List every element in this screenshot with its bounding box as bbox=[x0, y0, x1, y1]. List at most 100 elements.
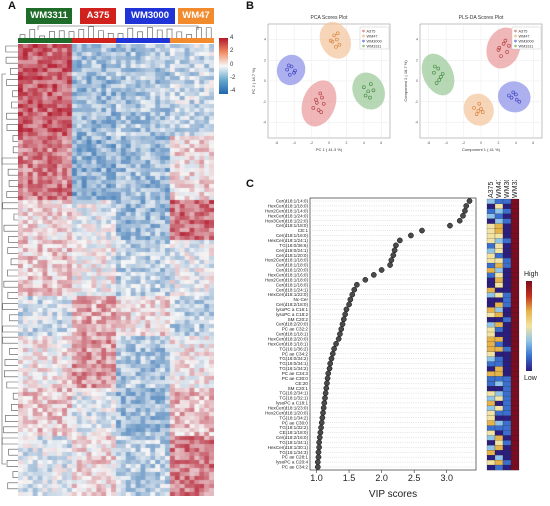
vip-heat-cell bbox=[494, 381, 504, 387]
vip-x-tick-label: 3.0 bbox=[440, 473, 453, 483]
vip-heat-cell bbox=[510, 326, 520, 333]
dendrogram-branch bbox=[147, 27, 153, 40]
vip-heat-cell bbox=[502, 410, 512, 417]
vip-point bbox=[331, 345, 337, 352]
group-bar-cell bbox=[47, 38, 53, 43]
vip-heat-cell bbox=[494, 307, 504, 313]
vip-point bbox=[447, 222, 453, 229]
vip-feature-label: TG(16:1/36:2) bbox=[279, 346, 308, 351]
vip-heat-cell bbox=[510, 233, 520, 239]
x-tick-label: -6 bbox=[275, 141, 278, 145]
vip-heat-cell bbox=[502, 198, 512, 205]
vip-heat-cell bbox=[486, 376, 496, 382]
vip-heat-cell bbox=[494, 203, 504, 210]
vip-heat-cell bbox=[510, 455, 520, 461]
legend-box bbox=[511, 26, 542, 50]
x-tick-label: 4 bbox=[515, 141, 517, 145]
vip-heat-cell bbox=[502, 455, 512, 461]
vip-feature-label: TG(16:1/34:3) bbox=[279, 450, 308, 455]
vip-heat-cell bbox=[494, 341, 504, 348]
vip-point bbox=[316, 439, 322, 446]
dendrogram-branch bbox=[78, 29, 85, 40]
data-point bbox=[315, 100, 319, 105]
legend-swatch bbox=[362, 29, 365, 33]
dendrogram-branch bbox=[10, 258, 18, 266]
dendrogram-branch bbox=[205, 27, 212, 40]
vip-heat-cell bbox=[510, 386, 520, 392]
vip-heat-cell bbox=[502, 282, 512, 288]
data-point bbox=[474, 112, 479, 116]
panel-a-label: A bbox=[8, 0, 16, 12]
y-tick-label: -2 bbox=[415, 100, 418, 104]
vip-point bbox=[324, 380, 330, 387]
vip-feature-label: TG(16:0/34:1) bbox=[279, 361, 308, 366]
vip-heat-cell bbox=[486, 258, 496, 264]
cluster-ellipse bbox=[301, 80, 337, 127]
legend-label: WM3311 bbox=[519, 44, 534, 48]
vip-heat-cell bbox=[494, 445, 504, 451]
vip-heat-cell bbox=[510, 292, 520, 298]
vip-feature-label: lysoPC a C18:2 bbox=[276, 312, 308, 317]
vip-heat-cell bbox=[494, 386, 504, 392]
vip-heat-cell bbox=[510, 445, 520, 451]
legend-swatch bbox=[514, 44, 517, 48]
vip-x-tick-label: 1.0 bbox=[310, 473, 323, 483]
dendrogram-branch bbox=[12, 135, 18, 142]
panel-b-label: B bbox=[246, 0, 254, 12]
y-tick-label: 2 bbox=[264, 58, 266, 62]
vip-heat-cell bbox=[486, 282, 496, 288]
vip-point bbox=[346, 301, 352, 308]
legend-swatch bbox=[362, 44, 365, 48]
group-bar-cell bbox=[42, 38, 48, 43]
vip-heat-cell bbox=[502, 450, 512, 456]
group-bar-cell bbox=[111, 38, 117, 43]
vip-feature-label: PC ae C34:2 bbox=[282, 465, 309, 470]
vip-feature-label: PC ae C30:0 bbox=[282, 376, 309, 381]
vip-heat-cell bbox=[502, 405, 512, 412]
data-point bbox=[501, 41, 506, 46]
vip-point bbox=[388, 257, 395, 263]
group-bar-cell bbox=[67, 38, 73, 43]
dendrogram-branch bbox=[7, 292, 18, 299]
vip-heat-cell bbox=[486, 410, 496, 417]
vip-heat-cell bbox=[494, 262, 504, 269]
vip-feature-label: lysoPC a C18:1 bbox=[276, 401, 308, 406]
dendrogram-branch bbox=[49, 31, 55, 40]
x-axis-label: Component 1 ( 41 %) bbox=[462, 147, 501, 152]
vip-feature-label: Cer(d18:1/18:0) bbox=[276, 223, 309, 228]
vip-heat-cell bbox=[494, 400, 504, 407]
dendrogram-branch bbox=[6, 112, 18, 120]
x-tick-label: 2 bbox=[497, 141, 499, 145]
vip-heat-cell bbox=[486, 405, 496, 412]
dendrogram-branch bbox=[11, 101, 18, 109]
vip-feature-label: TG(16:2/34:1) bbox=[279, 391, 308, 396]
vip-heat-cell bbox=[510, 262, 520, 269]
vip-heat-cell bbox=[510, 430, 520, 436]
data-point bbox=[334, 44, 338, 49]
vip-heat-cell bbox=[510, 425, 520, 431]
data-point bbox=[314, 97, 318, 102]
vip-heat-cell bbox=[510, 381, 520, 387]
vip-feature-label: Cer(d18:1/16:0) bbox=[276, 233, 309, 238]
vip-heat-cell bbox=[510, 312, 520, 318]
vip-heat-cell bbox=[502, 336, 512, 343]
vip-feature-label: HexCer(d18:1/24:1) bbox=[268, 238, 309, 243]
vip-point bbox=[343, 306, 350, 313]
legend-swatch bbox=[514, 34, 517, 38]
data-point bbox=[311, 106, 316, 110]
vip-feature-label: PC ae C28:1 bbox=[282, 455, 309, 460]
group-bar-cell bbox=[106, 38, 112, 43]
group-label-a375: A375 bbox=[80, 8, 116, 24]
vip-point bbox=[324, 375, 331, 382]
vip-point bbox=[315, 454, 322, 460]
vip-heat-cell bbox=[502, 233, 512, 239]
vip-heat-cell bbox=[486, 371, 496, 377]
vip-feature-label: PC ae C34:3 bbox=[282, 371, 309, 376]
vip-heat-cell bbox=[486, 248, 496, 254]
vip-heat-cell bbox=[502, 341, 512, 348]
vip-heat-cell bbox=[502, 253, 512, 259]
vip-point bbox=[327, 360, 334, 367]
dendrogram-branch bbox=[39, 35, 45, 40]
group-bar-cell bbox=[116, 38, 122, 43]
vip-heat-cell bbox=[494, 198, 504, 205]
